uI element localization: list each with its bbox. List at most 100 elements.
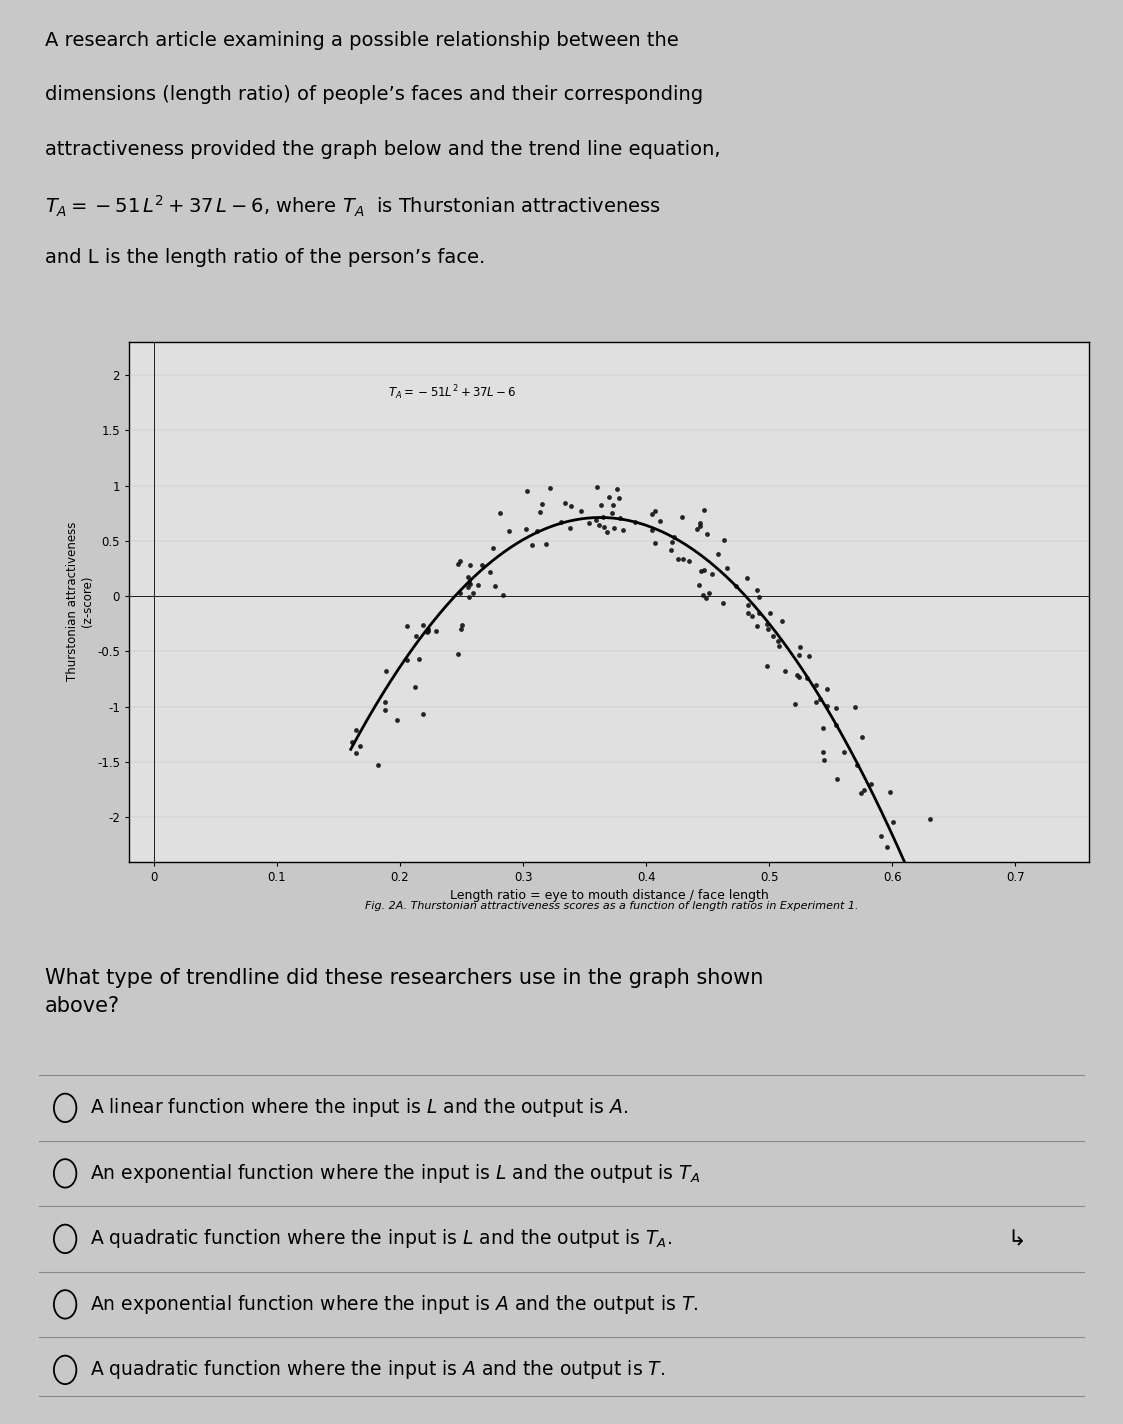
Point [836,740,853,763]
Point [532,493,550,515]
Point [428,619,446,642]
Point [914,894,932,917]
Point [690,574,707,597]
Point [695,498,713,521]
Point [600,486,618,508]
Point [594,506,612,528]
Point [592,494,610,517]
Point [407,675,424,698]
Point [694,584,712,607]
Point [880,780,898,803]
Point [703,562,721,585]
Point [663,530,681,553]
Text: dimensions (length ratio) of people’s faces and their corresponding: dimensions (length ratio) of people’s fa… [45,85,703,104]
Point [692,560,710,582]
Point [469,574,487,597]
Point [597,521,615,544]
Point [449,553,467,575]
Text: and L is the length ratio of the person’s face.: and L is the length ratio of the person’… [45,248,485,266]
Text: What type of trendline did these researchers use in the graph shown
above?: What type of trendline did these researc… [45,968,764,1017]
Point [572,500,590,523]
Text: attractiveness provided the graph below and the trend line equation,: attractiveness provided the graph below … [45,140,721,158]
Point [481,561,499,584]
Point [669,548,687,571]
Point [681,550,699,572]
Point [398,649,416,672]
Point [800,645,818,668]
Point [965,1074,983,1096]
Point [695,558,713,581]
Point [449,644,467,666]
Text: A quadratic function where the input is $A$ and the output is $T$.: A quadratic function where the input is … [90,1358,665,1381]
Point [759,618,777,641]
Point [828,768,846,790]
Point [748,615,766,638]
Point [588,476,606,498]
Point [347,742,365,765]
Point [665,525,683,548]
Point [758,654,776,676]
Point [750,602,768,625]
Point [459,565,477,588]
Point [738,567,756,590]
Point [674,547,692,570]
Point [462,572,480,595]
Point [474,554,492,577]
Point [410,648,428,671]
Point [855,779,873,802]
Point [696,587,714,609]
Point [647,531,665,554]
Point [491,501,509,524]
Point [661,538,679,561]
Point [814,716,832,739]
Point [651,510,669,533]
Point [846,695,864,718]
Point [896,894,914,917]
Point [871,824,889,847]
Point [718,557,736,580]
Text: ↳: ↳ [1007,1229,1025,1249]
Point [377,659,395,682]
Point [921,807,939,830]
Point [586,508,604,531]
Text: An exponential function where the input is $A$ and the output is $T$.: An exponential function where the input … [90,1293,699,1316]
Point [608,477,626,500]
Point [792,635,810,658]
Point [517,518,535,541]
Point [774,609,792,632]
Point [896,856,914,879]
Point [848,753,866,776]
Point [828,713,846,736]
Point [528,520,546,543]
Point [537,533,555,555]
Point [350,735,368,758]
Point [613,518,631,541]
Text: Fig. 2A. Thurstonian attractiveness scores as a function of length ratios in Exp: Fig. 2A. Thurstonian attractiveness scor… [365,901,859,911]
Text: A linear function where the input is $L$ and the output is $A$.: A linear function where the input is $L$… [90,1096,628,1119]
Text: $T_A = -51L^2 + 37L - 6$: $T_A = -51L^2 + 37L - 6$ [387,384,517,403]
Point [541,476,559,498]
Point [789,665,807,688]
Point [451,550,469,572]
Point [814,740,832,763]
Point [742,605,760,628]
Point [407,625,424,648]
Y-axis label: Thurstonian attractiveness
(z-score): Thurstonian attractiveness (z-score) [66,523,94,681]
Point [877,836,895,859]
Point [347,719,365,742]
Point [714,591,732,614]
Text: A quadratic function where the input is $L$ and the output is $T_A$.: A quadratic function where the input is … [90,1227,673,1250]
Point [484,537,502,560]
Point [376,699,394,722]
Point [387,709,405,732]
Point [453,614,471,637]
Point [518,480,536,503]
Point [789,644,807,666]
Point [398,615,416,638]
Point [761,601,779,624]
Point [611,506,629,528]
Point [765,625,783,648]
Point [739,594,757,617]
Point [776,659,794,682]
Point [818,695,836,718]
